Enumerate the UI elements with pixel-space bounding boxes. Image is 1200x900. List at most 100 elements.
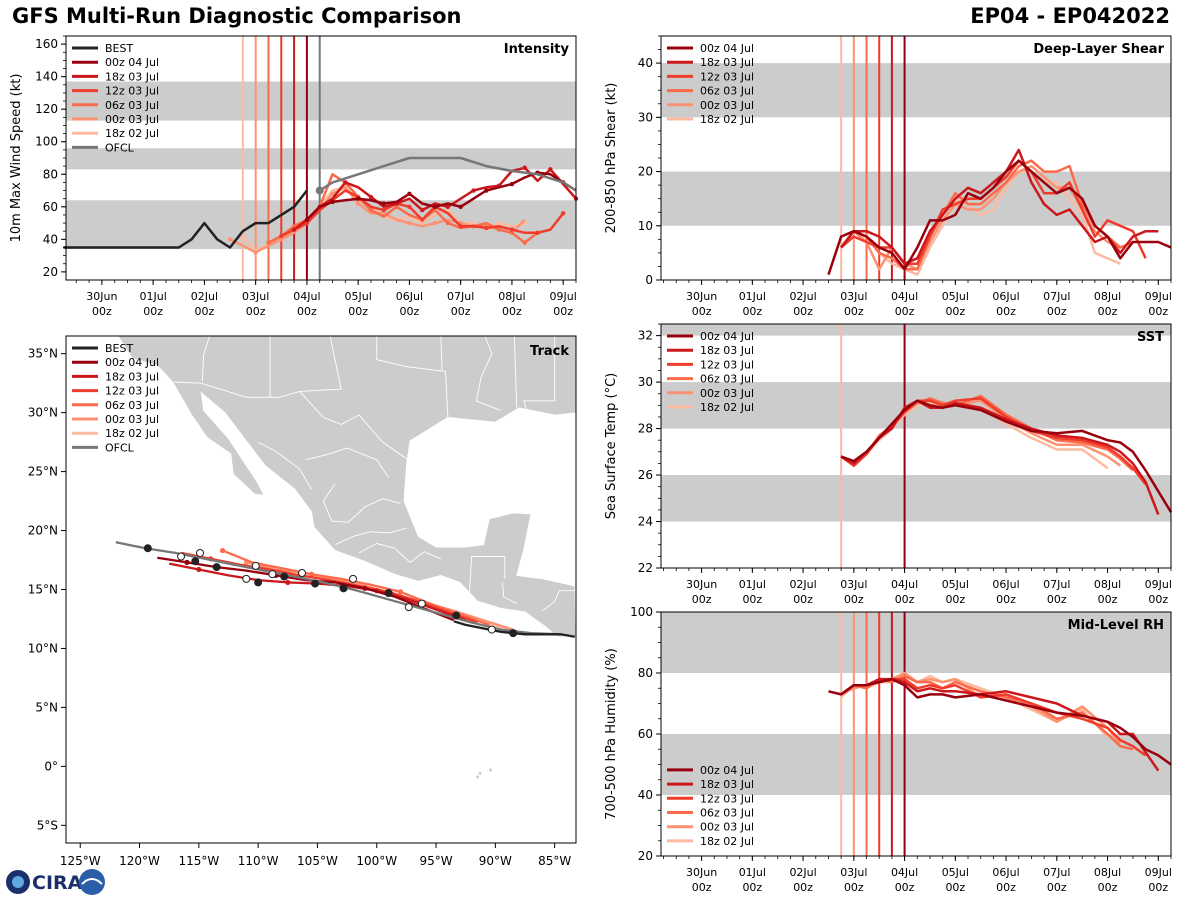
- intensity-series-line: [319, 156, 577, 192]
- intensity-series-point: [496, 227, 502, 232]
- rh-xtick-day: 07Jul: [1043, 866, 1070, 879]
- shear-xtick-day: 03Jul: [840, 290, 867, 303]
- track-series-line: [222, 549, 490, 626]
- track-series-point: [196, 566, 202, 573]
- intensity-series-point: [407, 204, 412, 209]
- shear-panel: 0 10 20 30 40 30Jun 00z 01Jul 00z 02Jul 00z 03Jul 00…: [604, 35, 1172, 318]
- track-border-line: [173, 381, 411, 462]
- logo-seal-icon: [79, 869, 105, 895]
- cira-logo: CIRA: [6, 869, 105, 895]
- track-panel: 125°W 120°W 115°W 110°W 105°W 100°W 95°W 90°W 85…: [28, 335, 577, 868]
- sst-legend-label: 18z 03 Jul: [700, 344, 754, 357]
- intensity-series-point: [368, 194, 374, 200]
- rh-xtick-day: 03Jul: [840, 866, 867, 879]
- rh-series-line: [840, 671, 1122, 744]
- shear-series-line: [840, 148, 1159, 265]
- figure-title: GFS Multi-Run Diagnostic Comparison: [12, 4, 462, 28]
- sst-xtick-day: 03Jul: [840, 578, 867, 591]
- intensity-xtick-hour: 00z: [246, 305, 266, 318]
- track-position-marker: [242, 574, 251, 583]
- rh-xtick-day: 05Jul: [942, 866, 969, 879]
- track-legend-label: 00z 04 Jul: [105, 356, 159, 369]
- intensity-series-point: [407, 220, 412, 226]
- track-xtick-label: 95°W: [419, 854, 452, 868]
- intensity-series-point: [304, 217, 310, 223]
- rh-xtick-day: 06Jul: [992, 866, 1019, 879]
- intensity-series-point: [420, 220, 425, 226]
- track-border-line: [475, 336, 501, 411]
- intensity-series-point: [496, 220, 502, 226]
- intensity-series-point: [368, 207, 374, 213]
- track-island: [476, 775, 480, 779]
- rh-xtick-hour: 00z: [895, 881, 915, 894]
- sst-shade-band: [661, 475, 1171, 522]
- shear-ylabel: 200-850 hPa Shear (kt): [604, 83, 619, 234]
- intensity-ytick-label: 20: [43, 265, 58, 279]
- shear-xtick-day: 01Jul: [739, 290, 766, 303]
- shear-xtick-day: 08Jul: [1094, 290, 1121, 303]
- intensity-series-line: [63, 189, 308, 249]
- intensity-series-point: [279, 233, 284, 239]
- intensity-ytick-label: 120: [35, 102, 58, 116]
- shear-series-line: [840, 159, 1134, 271]
- track-position-marker: [143, 544, 152, 553]
- track-map-layer: [115, 336, 576, 779]
- track-legend-label: OFCL: [105, 441, 135, 454]
- rh-xtick-hour: 00z: [793, 881, 813, 894]
- rh-panel: 20 40 60 80 100 30Jun 00z 01Jul 00z 02Jul 00z 03Jul…: [604, 605, 1172, 894]
- intensity-series-point: [253, 250, 258, 255]
- sst-series-line: [840, 399, 1173, 513]
- track-xtick-label: 120°W: [119, 854, 160, 868]
- track-landmass: [117, 336, 576, 638]
- track-xtick-label: 85°W: [538, 854, 571, 868]
- intensity-xtick-day: 30Jun: [86, 290, 117, 303]
- sst-xtick-hour: 00z: [742, 593, 762, 606]
- track-legend-label: 18z 03 Jul: [105, 370, 159, 383]
- intensity-series-point: [227, 237, 233, 242]
- track-series-point: [184, 559, 190, 565]
- sst-panel: 22 24 26 28 30 32 30Jun 00z 01Jul 00z 02Jul 00z 03Ju…: [604, 323, 1173, 606]
- sst-xtick-day: 02Jul: [789, 578, 816, 591]
- sst-xtick-day: 05Jul: [942, 578, 969, 591]
- sst-ytick-label: 24: [638, 515, 653, 529]
- logo-seal-swoosh-icon: [81, 878, 103, 885]
- intensity-series-point: [266, 240, 271, 245]
- intensity-shade-band: [66, 148, 576, 170]
- track-series-point: [285, 579, 291, 586]
- shear-xtick-hour: 00z: [996, 305, 1016, 318]
- sst-shade-band: [661, 324, 1171, 336]
- rh-ylabel: 700-500 hPa Humidity (%): [604, 648, 619, 820]
- track-position-marker: [280, 572, 289, 581]
- intensity-series-point: [355, 196, 361, 201]
- intensity-ytick-label: 40: [43, 232, 58, 246]
- intensity-ofcl-start-point: [315, 186, 324, 195]
- track-xtick-label: 125°W: [60, 854, 101, 868]
- track-position-marker: [339, 584, 348, 593]
- track-border-line: [468, 556, 505, 596]
- sst-ytick-label: 22: [638, 561, 653, 575]
- shear-xtick-day: 30Jun: [686, 290, 717, 303]
- rh-series-line: [840, 674, 1109, 738]
- rh-legend-label: 18z 03 Jul: [700, 778, 754, 791]
- shear-xtick-hour: 00z: [793, 305, 813, 318]
- shear-shade-band: [661, 63, 1171, 118]
- rh-xtick-hour: 00z: [1047, 881, 1067, 894]
- intensity-series-point: [522, 240, 527, 245]
- rh-ytick-label: 100: [630, 605, 653, 619]
- storm-id: EP04 - EP042022: [970, 4, 1170, 28]
- sst-xtick-hour: 00z: [895, 593, 915, 606]
- shear-legend-label: 00z 04 Jul: [700, 42, 754, 55]
- intensity-series-point: [471, 188, 476, 193]
- shear-xtick-day: 07Jul: [1043, 290, 1070, 303]
- sst-frame: [660, 323, 1172, 569]
- shear-xtick-day: 05Jul: [942, 290, 969, 303]
- sst-xtick-day: 09Jul: [1145, 578, 1172, 591]
- intensity-xtick-day: 02Jul: [191, 290, 218, 303]
- track-border-line: [305, 447, 389, 478]
- rh-xtick-day: 01Jul: [739, 866, 766, 879]
- sst-xtick-hour: 00z: [844, 593, 864, 606]
- sst-ylabel: Sea Surface Temp (°C): [604, 373, 619, 520]
- track-panel-title: Track: [530, 344, 569, 359]
- track-border-line: [257, 441, 312, 490]
